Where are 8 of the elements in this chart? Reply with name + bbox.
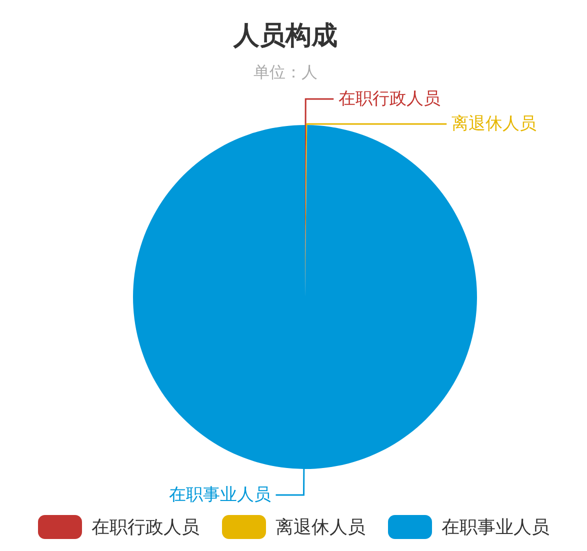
legend-label: 在职事业人员 bbox=[442, 516, 550, 539]
chart-title: 人员构成 bbox=[232, 21, 338, 51]
slice-label: 在职事业人员 bbox=[168, 484, 271, 505]
chart-subtitle: 单位：人 bbox=[254, 62, 318, 82]
slice-label: 在职行政人员 bbox=[338, 89, 441, 109]
legend-label: 在职行政人员 bbox=[92, 516, 200, 539]
legend-label: 离退休人员 bbox=[276, 516, 366, 539]
slice-label: 离退休人员 bbox=[452, 114, 537, 134]
